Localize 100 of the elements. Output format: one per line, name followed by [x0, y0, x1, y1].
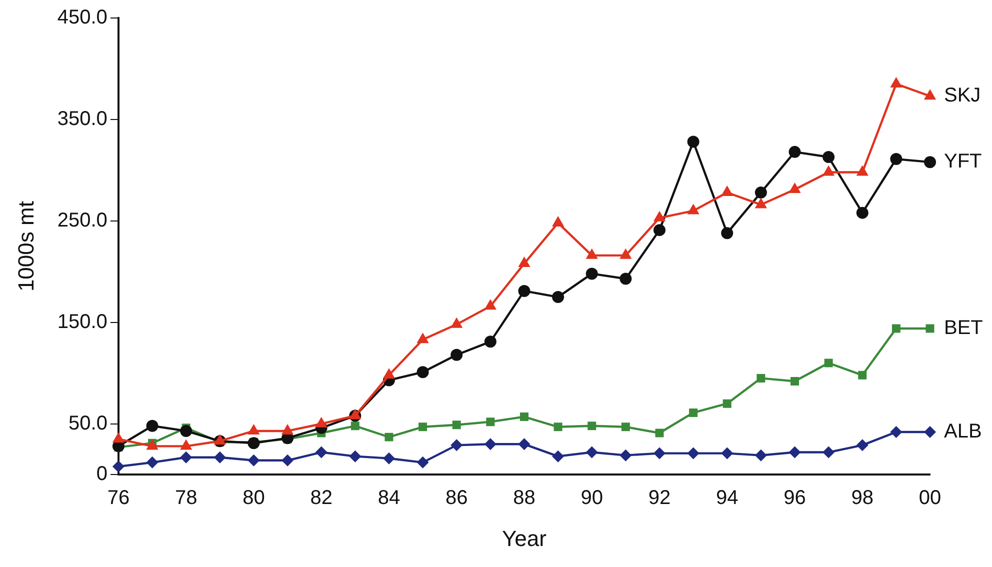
point: [756, 374, 766, 382]
point: [146, 456, 158, 468]
point: [518, 256, 530, 268]
point: [315, 446, 328, 458]
point: [554, 422, 562, 432]
point: [552, 450, 564, 462]
point: [484, 438, 496, 450]
point: [822, 151, 835, 164]
x-tick-label: 80: [242, 487, 265, 510]
point: [856, 165, 868, 176]
point: [926, 324, 934, 333]
point: [282, 454, 294, 466]
series-label: SKJ: [944, 84, 981, 107]
point: [722, 399, 732, 408]
point: [586, 268, 598, 280]
point: [112, 460, 124, 472]
point: [146, 420, 158, 432]
point: [620, 248, 632, 259]
point: [349, 450, 362, 462]
point: [450, 348, 463, 361]
point: [416, 366, 429, 378]
point: [350, 422, 360, 430]
point: [856, 439, 868, 452]
point: [418, 422, 428, 432]
series-label: BET: [944, 317, 983, 340]
x-tick-label: 82: [310, 487, 332, 510]
x-tick-label: 86: [445, 487, 468, 510]
point: [790, 377, 799, 386]
x-tick-label: 96: [784, 487, 806, 510]
point: [754, 186, 767, 199]
point: [653, 447, 666, 460]
point: [450, 439, 463, 452]
x-tick-label: 76: [107, 487, 130, 510]
point: [520, 412, 528, 422]
point: [721, 447, 734, 460]
point: [653, 210, 666, 222]
point: [754, 449, 767, 462]
x-tick-label: 98: [851, 487, 874, 510]
x-tick-label: 88: [513, 487, 536, 510]
point: [620, 272, 632, 285]
point: [382, 452, 395, 464]
point: [788, 446, 801, 458]
point: [586, 446, 598, 458]
point: [892, 324, 900, 333]
point: [621, 422, 630, 432]
series-label: ALB: [944, 420, 982, 442]
point: [484, 336, 496, 348]
point: [890, 76, 902, 88]
point: [687, 447, 700, 460]
point: [721, 227, 734, 240]
y-tick-label: 250.0: [57, 209, 108, 232]
point: [822, 446, 835, 458]
point: [518, 438, 530, 450]
point: [858, 370, 867, 380]
series-label: YFT: [944, 150, 982, 173]
point: [655, 428, 664, 438]
point: [822, 165, 835, 176]
y-tick-label: 50.0: [68, 412, 108, 434]
x-tick-label: 90: [580, 487, 603, 510]
point: [588, 422, 596, 430]
point: [384, 432, 394, 442]
point: [856, 206, 868, 219]
point: [890, 426, 902, 438]
y-tick-label: 0: [96, 463, 108, 486]
point: [180, 451, 192, 464]
point: [450, 317, 463, 328]
point: [552, 291, 564, 304]
point: [382, 368, 396, 379]
point: [248, 454, 260, 466]
point: [924, 89, 936, 100]
y-tick-label: 350.0: [57, 108, 108, 130]
point: [518, 284, 530, 297]
point: [416, 332, 429, 344]
point: [416, 456, 429, 468]
point: [788, 182, 801, 193]
point: [248, 437, 260, 450]
point: [689, 408, 698, 417]
point: [754, 198, 767, 208]
point: [552, 216, 564, 226]
point: [653, 224, 666, 236]
x-tick-label: 78: [174, 487, 198, 510]
point: [788, 146, 801, 158]
point: [687, 204, 700, 214]
point: [214, 451, 226, 464]
point: [924, 426, 936, 438]
point: [687, 136, 700, 148]
point: [486, 418, 495, 426]
point: [620, 449, 632, 462]
point: [721, 186, 734, 196]
x-tick-label: 00: [918, 487, 942, 510]
point: [824, 358, 833, 368]
point: [924, 156, 936, 168]
x-axis-title: Year: [502, 526, 546, 551]
point: [890, 153, 902, 166]
point: [180, 424, 192, 437]
y-axis-title: 1000s mt: [13, 201, 38, 292]
x-tick-label: 94: [716, 487, 738, 510]
x-tick-label: 92: [648, 487, 671, 510]
point: [586, 248, 598, 259]
y-tick-label: 150.0: [57, 310, 108, 333]
